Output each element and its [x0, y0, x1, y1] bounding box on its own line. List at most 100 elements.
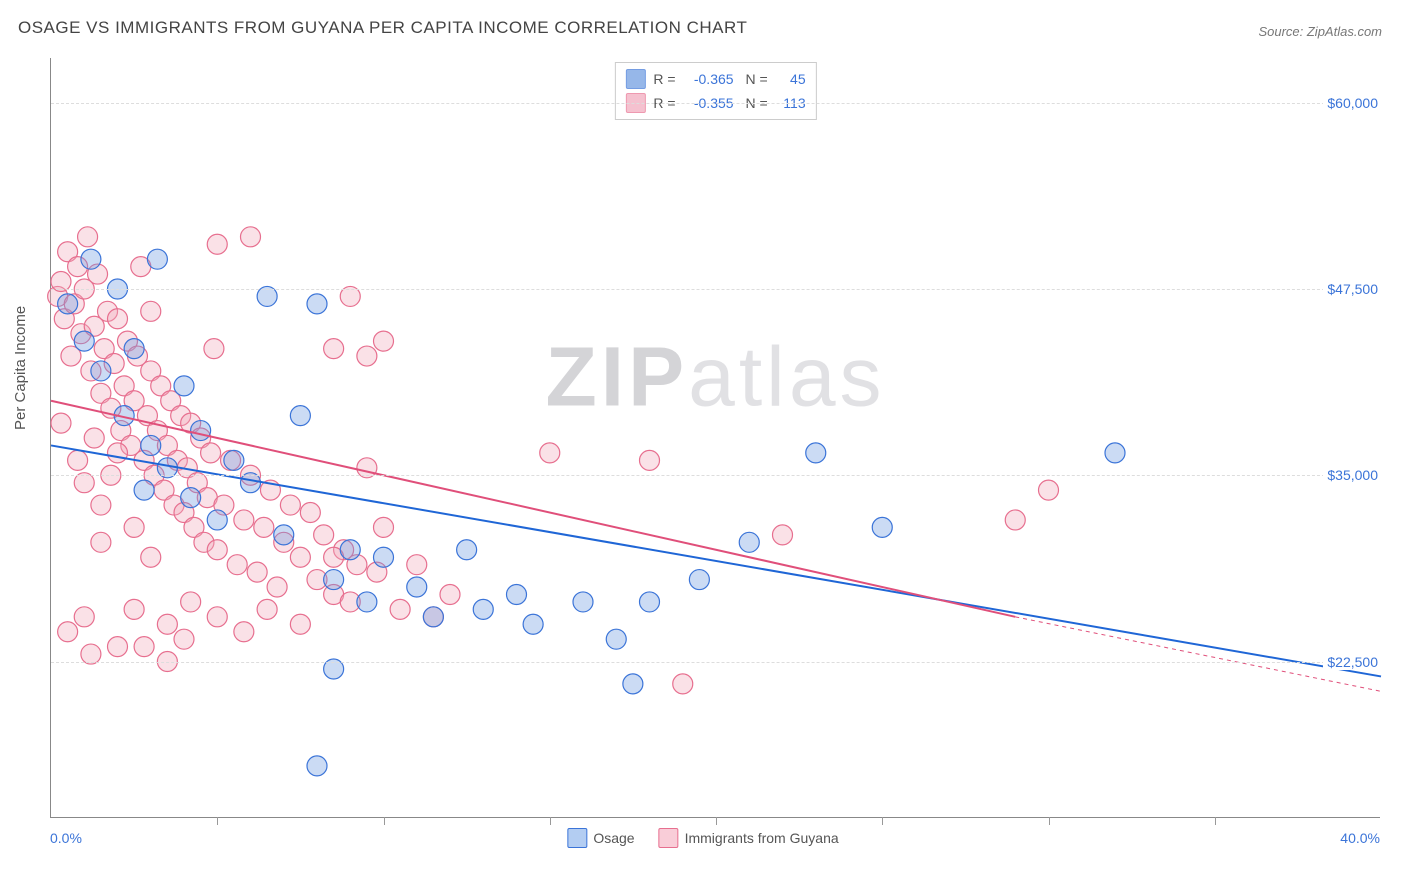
scatter-point [1105, 443, 1125, 463]
scatter-point [290, 547, 310, 567]
scatter-point [640, 592, 660, 612]
scatter-point [314, 525, 334, 545]
scatter-point [307, 294, 327, 314]
scatter-point [124, 599, 144, 619]
scatter-point [227, 555, 247, 575]
x-tick [1049, 817, 1050, 825]
y-tick-label: $47,500 [1323, 281, 1382, 297]
scatter-point [234, 510, 254, 530]
bottom-legend: Osage Immigrants from Guyana [567, 828, 838, 848]
scatter-point [91, 532, 111, 552]
scatter-point [134, 480, 154, 500]
scatter-point [540, 443, 560, 463]
scatter-point [324, 570, 344, 590]
scatter-point [357, 592, 377, 612]
scatter-point [1005, 510, 1025, 530]
gridline [51, 662, 1380, 663]
scatter-point [241, 227, 261, 247]
chart-title: OSAGE VS IMMIGRANTS FROM GUYANA PER CAPI… [18, 18, 747, 38]
scatter-point [274, 525, 294, 545]
scatter-point [806, 443, 826, 463]
scatter-point [81, 249, 101, 269]
scatter-point [340, 540, 360, 560]
x-tick [550, 817, 551, 825]
scatter-point [374, 331, 394, 351]
scatter-point [58, 622, 78, 642]
scatter-point [207, 607, 227, 627]
scatter-point [523, 614, 543, 634]
scatter-point [207, 510, 227, 530]
scatter-point [773, 525, 793, 545]
x-tick [716, 817, 717, 825]
scatter-point [108, 443, 128, 463]
x-axis-min-label: 0.0% [50, 830, 82, 846]
scatter-point [181, 592, 201, 612]
trend-line [51, 401, 1015, 617]
scatter-point [606, 629, 626, 649]
chart-plot-area: ZIPatlas R =-0.365 N =45 R =-0.355 N =11… [50, 58, 1380, 818]
scatter-point [640, 450, 660, 470]
scatter-point [157, 614, 177, 634]
y-tick-label: $35,000 [1323, 467, 1382, 483]
scatter-point [440, 584, 460, 604]
scatter-point [108, 637, 128, 657]
x-tick [384, 817, 385, 825]
y-axis-label: Per Capita Income [12, 306, 29, 430]
x-tick [217, 817, 218, 825]
scatter-point [134, 637, 154, 657]
scatter-point [457, 540, 477, 560]
scatter-point [357, 346, 377, 366]
scatter-point [91, 495, 111, 515]
scatter-point [84, 428, 104, 448]
scatter-point [324, 339, 344, 359]
scatter-point [174, 376, 194, 396]
scatter-svg [51, 58, 1380, 817]
scatter-point [91, 361, 111, 381]
scatter-point [257, 599, 277, 619]
scatter-point [224, 450, 244, 470]
scatter-point [1039, 480, 1059, 500]
gridline [51, 289, 1380, 290]
x-tick [882, 817, 883, 825]
scatter-point [254, 517, 274, 537]
scatter-point [473, 599, 493, 619]
scatter-point [374, 517, 394, 537]
scatter-point [207, 234, 227, 254]
scatter-point [74, 607, 94, 627]
scatter-point [207, 540, 227, 560]
scatter-point [623, 674, 643, 694]
scatter-point [141, 301, 161, 321]
trend-line [51, 445, 1381, 676]
scatter-point [407, 555, 427, 575]
y-tick-label: $60,000 [1323, 95, 1382, 111]
scatter-point [58, 294, 78, 314]
scatter-point [739, 532, 759, 552]
x-tick [1215, 817, 1216, 825]
scatter-point [300, 503, 320, 523]
scatter-point [174, 629, 194, 649]
scatter-point [374, 547, 394, 567]
scatter-point [141, 547, 161, 567]
scatter-point [872, 517, 892, 537]
scatter-point [423, 607, 443, 627]
gridline [51, 103, 1380, 104]
legend-item-guyana: Immigrants from Guyana [659, 828, 839, 848]
scatter-point [181, 488, 201, 508]
scatter-point [247, 562, 267, 582]
scatter-point [290, 406, 310, 426]
scatter-point [124, 517, 144, 537]
scatter-point [689, 570, 709, 590]
scatter-point [51, 413, 71, 433]
scatter-point [201, 443, 221, 463]
legend-item-osage: Osage [567, 828, 634, 848]
scatter-point [68, 450, 88, 470]
scatter-point [507, 584, 527, 604]
scatter-point [407, 577, 427, 597]
swatch-osage-icon [567, 828, 587, 848]
scatter-point [108, 309, 128, 329]
scatter-point [280, 495, 300, 515]
swatch-guyana-icon [659, 828, 679, 848]
x-axis-max-label: 40.0% [1340, 830, 1380, 846]
scatter-point [147, 249, 167, 269]
scatter-point [234, 622, 254, 642]
